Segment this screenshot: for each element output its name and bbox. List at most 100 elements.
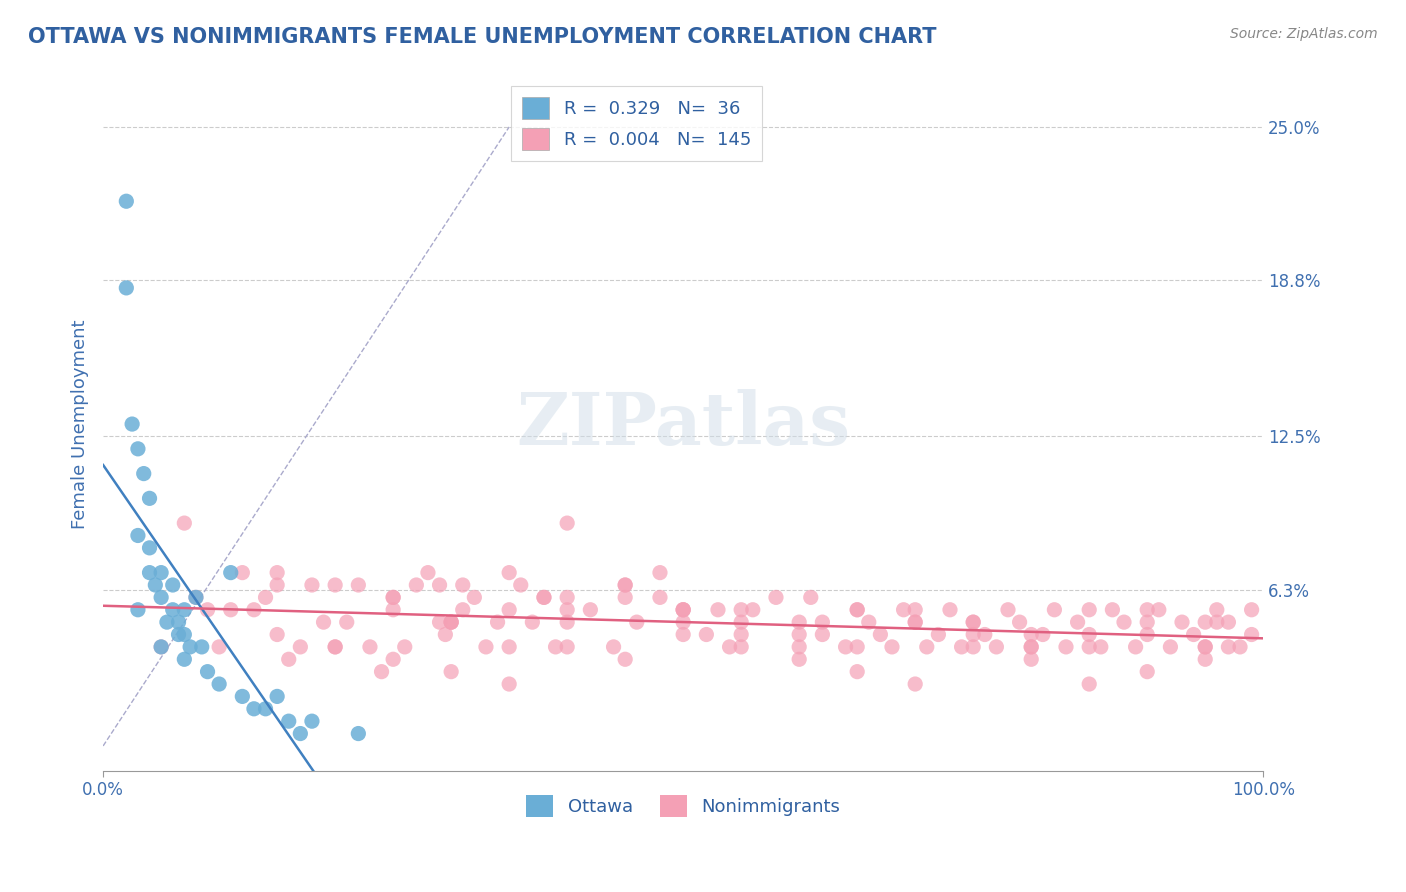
Point [323,578,346,592]
Point [997,603,1019,617]
Point [150,591,173,605]
Point [579,603,602,617]
Point [429,578,451,592]
Point [150,640,173,654]
Point [1147,603,1170,617]
Point [1194,615,1216,629]
Point [695,627,717,641]
Point [555,591,578,605]
Text: ZIPatlas: ZIPatlas [516,389,851,459]
Point [150,566,173,580]
Point [498,677,520,691]
Point [162,578,184,592]
Point [904,615,927,629]
Point [394,640,416,654]
Point [602,640,624,654]
Point [846,603,869,617]
Y-axis label: Female Unemployment: Female Unemployment [72,319,89,529]
Point [115,281,138,295]
Point [962,615,984,629]
Point [336,615,359,629]
Point [359,640,381,654]
Point [1008,615,1031,629]
Point [347,578,370,592]
Point [184,591,207,605]
Point [290,640,312,654]
Point [266,566,288,580]
Point [173,603,195,617]
Point [730,627,752,641]
Point [1066,615,1088,629]
Point [440,615,463,629]
Point [1194,640,1216,654]
Point [1019,652,1042,666]
Point [730,615,752,629]
Point [765,591,787,605]
Point [254,702,277,716]
Point [382,591,405,605]
Point [1171,615,1194,629]
Point [301,714,323,728]
Point [927,627,949,641]
Point [1078,627,1101,641]
Point [167,615,190,629]
Point [1112,615,1135,629]
Point [451,578,474,592]
Point [254,591,277,605]
Point [323,640,346,654]
Point [672,603,695,617]
Point [1078,677,1101,691]
Point [869,627,891,641]
Point [1229,640,1251,654]
Point [382,652,405,666]
Point [1136,603,1159,617]
Point [939,603,962,617]
Point [370,665,392,679]
Point [440,615,463,629]
Point [555,640,578,654]
Point [962,640,984,654]
Point [138,541,160,555]
Point [312,615,335,629]
Point [301,578,323,592]
Point [1194,652,1216,666]
Point [429,615,451,629]
Point [846,665,869,679]
Point [475,640,498,654]
Text: Source: ZipAtlas.com: Source: ZipAtlas.com [1230,27,1378,41]
Point [197,665,219,679]
Point [544,640,567,654]
Point [614,591,637,605]
Point [533,591,555,605]
Point [509,578,531,592]
Point [672,603,695,617]
Point [451,603,474,617]
Point [800,591,823,605]
Point [219,566,242,580]
Point [672,627,695,641]
Point [730,603,752,617]
Point [486,615,509,629]
Point [121,417,143,431]
Legend: Ottawa, Nonimmigrants: Ottawa, Nonimmigrants [519,788,848,824]
Point [138,491,160,506]
Point [787,615,810,629]
Point [614,578,637,592]
Point [811,627,834,641]
Point [787,652,810,666]
Point [1125,640,1147,654]
Point [132,467,155,481]
Point [266,578,288,592]
Point [893,603,915,617]
Point [115,194,138,209]
Point [730,640,752,654]
Point [1054,640,1077,654]
Point [648,591,671,605]
Point [1182,627,1205,641]
Point [463,591,485,605]
Point [416,566,439,580]
Point [1194,640,1216,654]
Point [1032,627,1054,641]
Point [266,690,288,704]
Point [707,603,730,617]
